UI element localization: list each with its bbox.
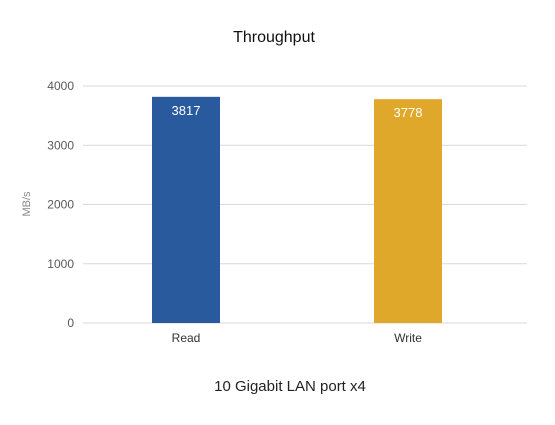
gridlines bbox=[83, 85, 527, 324]
bar-write bbox=[374, 99, 442, 323]
labels: 0 1000 2000 3000 4000 3817 Read 3778 Write bbox=[47, 79, 422, 345]
y-tick-label: 1000 bbox=[47, 257, 74, 271]
y-axis-label: MB/s bbox=[21, 191, 33, 217]
x-tick-label-write: Write bbox=[394, 331, 422, 345]
chart-subtitle: 10 Gigabit LAN port x4 bbox=[214, 378, 366, 395]
y-tick-label: 0 bbox=[67, 316, 74, 330]
bars bbox=[152, 96, 442, 324]
y-tick-label: 2000 bbox=[47, 198, 74, 212]
data-label-read: 3817 bbox=[172, 103, 201, 118]
y-tick-label: 4000 bbox=[47, 79, 74, 93]
data-label-write: 3778 bbox=[394, 105, 423, 120]
bar-read bbox=[152, 96, 220, 324]
y-tick-label: 3000 bbox=[47, 138, 74, 152]
x-tick-label-read: Read bbox=[172, 331, 201, 345]
chart-title: Throughput bbox=[233, 29, 315, 46]
